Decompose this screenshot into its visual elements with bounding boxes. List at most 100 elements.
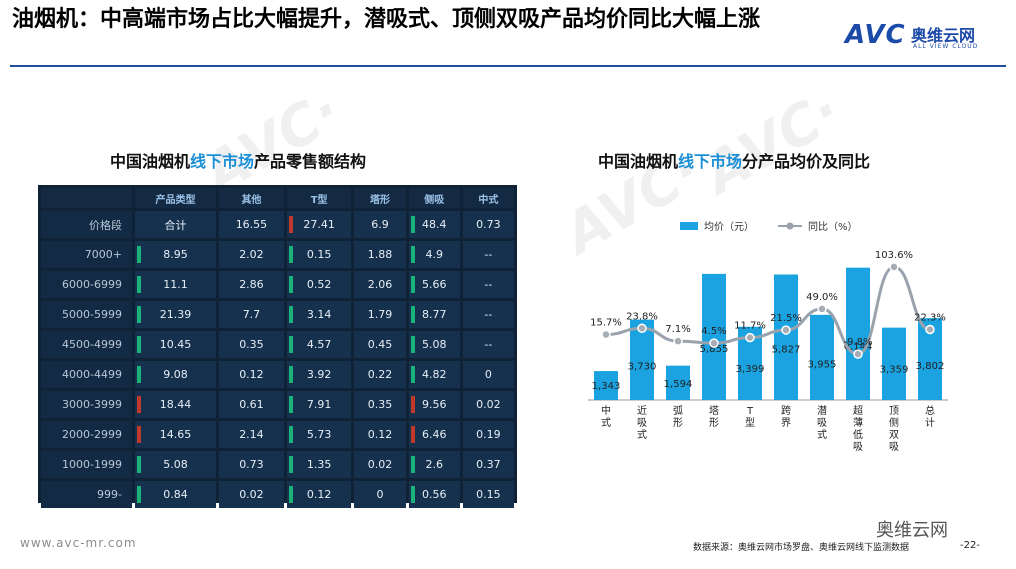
cell-value: 0.19: [476, 428, 501, 441]
cell-value: --: [484, 278, 493, 291]
price-band-label: 3000-3999: [41, 391, 132, 418]
table-cell: 21.39: [135, 301, 217, 328]
page-number: -22-: [960, 540, 980, 551]
table-cell: 3.14: [286, 301, 352, 328]
cell-indicator-bar: [410, 456, 415, 473]
bar: [774, 274, 798, 400]
cell-value: 0.52: [306, 278, 332, 291]
table-cell: 5.73: [286, 421, 352, 448]
cell-indicator-bar: [410, 336, 415, 353]
category-label: 吸: [637, 418, 647, 429]
cell-value: 9.08: [163, 368, 188, 381]
cell-value: 2.14: [239, 428, 264, 441]
cell-value: 6.9: [371, 218, 389, 231]
yoy-value-label: 49.0%: [806, 292, 838, 303]
bar-value-label: 6,144: [844, 342, 873, 353]
category-label: 超: [853, 404, 863, 417]
table-cell: 0: [354, 481, 406, 508]
cell-value: 4.9: [425, 248, 443, 261]
yoy-value-label: -9.8%: [843, 337, 872, 348]
category-label: 吸: [853, 442, 863, 453]
cell-value: 2.86: [239, 278, 264, 291]
category-label: 吸: [817, 418, 827, 429]
table-cell: 8.77: [408, 301, 460, 328]
table-cell: 0.61: [219, 391, 284, 418]
table-cell: 合计: [135, 211, 217, 238]
table-cell: --: [462, 331, 514, 358]
price-band-label: 价格段: [41, 211, 132, 238]
table-cell: 14.65: [135, 421, 217, 448]
yoy-point: [817, 304, 827, 314]
cell-indicator-bar: [288, 426, 293, 443]
cell-indicator-bar: [288, 366, 293, 383]
table-row: 3000-3999 18.44 0.61 7.91 0.35 9.56 0.02: [41, 391, 514, 418]
bar-value-label: 1,594: [664, 379, 693, 390]
cell-indicator-bar: [288, 216, 293, 233]
category-label: 薄: [853, 416, 863, 429]
category-label: 双: [889, 429, 899, 441]
table-cell: 2.6: [408, 451, 460, 478]
table-header-cell: 产品类型: [135, 188, 217, 208]
table-cell: 16.55: [219, 211, 284, 238]
table-cell: 9.08: [135, 361, 217, 388]
table-row: 4000-4499 9.08 0.12 3.92 0.22 4.82 0: [41, 361, 514, 388]
category-label: 式: [817, 428, 827, 441]
price-band-label: 1000-1999: [41, 451, 132, 478]
left-title-suffix: 产品零售额结构: [254, 152, 367, 171]
cell-value: 0.02: [239, 488, 264, 501]
cell-indicator-bar: [137, 396, 141, 413]
bar-value-label: 1,343: [592, 381, 621, 392]
table-row: 1000-1999 5.08 0.73 1.35 0.02 2.6 0.37: [41, 451, 514, 478]
cell-indicator-bar: [288, 336, 293, 353]
yoy-point: [853, 349, 863, 359]
cell-value: 0.84: [163, 488, 188, 501]
wechat-label: 奥维云网: [876, 520, 948, 541]
avg-price-chart: 均价（元） 同比（%）1,343中式3,730近吸式1,594弧形5,855塔形3…: [588, 221, 948, 453]
logo-en-text: ALL VIEW CLOUD: [913, 43, 979, 50]
bar-value-label: 3,730: [628, 361, 657, 372]
table-cell: 9.56: [408, 391, 460, 418]
cell-value: 0.15: [476, 488, 501, 501]
cell-value: 1.88: [367, 248, 393, 261]
table-cell: 0.02: [462, 391, 514, 418]
table-cell: 0.52: [286, 271, 352, 298]
cell-value: 0.12: [239, 368, 264, 381]
category-label: 式: [637, 428, 647, 441]
cell-indicator-bar: [137, 486, 141, 503]
table-cell: 5.66: [408, 271, 460, 298]
cell-indicator-bar: [410, 396, 415, 413]
cell-value: 0.02: [367, 458, 393, 471]
cell-value: 3.14: [306, 308, 332, 321]
price-band-label: 4000-4499: [41, 361, 132, 388]
yoy-value-label: 11.7%: [734, 321, 766, 332]
table-header-cell: 中式: [462, 188, 514, 208]
bar: [810, 314, 834, 400]
table-cell: 5.08: [408, 331, 460, 358]
yoy-point: [781, 325, 791, 335]
category-label: 形: [709, 417, 719, 429]
cell-value: 0.61: [239, 398, 264, 411]
cell-value: --: [484, 308, 493, 321]
cell-value: 21.39: [159, 308, 192, 321]
yoy-value-label: 23.8%: [626, 311, 658, 322]
cell-indicator-bar: [288, 396, 293, 413]
category-label: 塔: [709, 404, 719, 417]
category-label: 式: [601, 416, 611, 429]
cell-indicator-bar: [410, 246, 415, 263]
category-label: 型: [745, 416, 755, 429]
cell-indicator-bar: [288, 306, 293, 323]
cell-value: 合计: [164, 218, 187, 232]
price-band-label: 2000-2999: [41, 421, 132, 448]
category-label: 中: [601, 404, 611, 417]
footer-url[interactable]: www.avc-mr.com: [20, 536, 137, 550]
category-label: 弧: [673, 404, 683, 417]
cell-indicator-bar: [137, 456, 141, 473]
bar-value-label: 3,399: [736, 364, 765, 375]
table-cell: 1.35: [286, 451, 352, 478]
yoy-value-label: 21.5%: [770, 313, 802, 324]
table-header-cell: 其他: [219, 188, 284, 208]
bar-value-label: 5,827: [772, 344, 801, 355]
right-title-highlight: 线下市场: [678, 152, 743, 171]
bar: [846, 267, 870, 400]
bar-value-label: 3,359: [880, 365, 909, 376]
